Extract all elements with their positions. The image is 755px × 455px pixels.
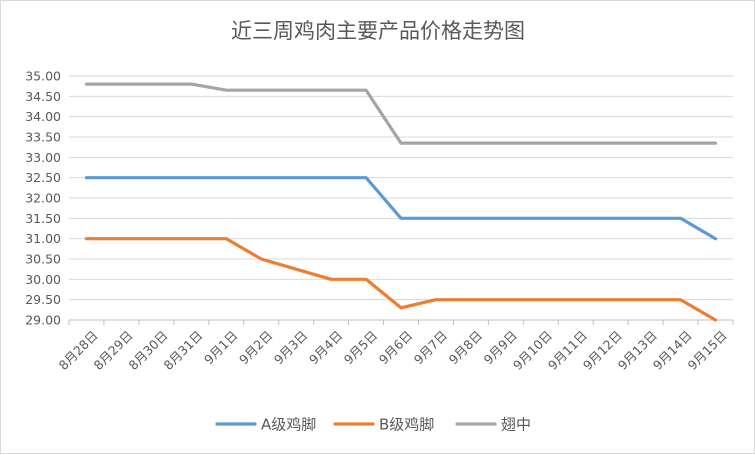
x-tick-label: 9月2日 — [236, 328, 276, 368]
y-tick-label: 29.50 — [25, 292, 61, 307]
x-axis — [68, 319, 734, 325]
y-tick-label: 34.00 — [25, 109, 61, 124]
y-tick-label: 30.00 — [25, 272, 61, 287]
y-tick-label: 35.00 — [25, 69, 61, 84]
x-axis-ticks: 8月28日8月29日8月30日8月31日9月1日9月2日9月3日9月4日9月5日… — [56, 328, 730, 373]
x-tick-label: 8月31日 — [160, 328, 205, 373]
x-tick-label: 9月3日 — [271, 328, 311, 368]
x-tick-label: 9月5日 — [341, 328, 381, 368]
series-line-3 — [84, 82, 718, 145]
legend: A级鸡脚 B级鸡脚 翅中 — [215, 416, 531, 434]
legend-label-2: B级鸡脚 — [379, 416, 434, 434]
x-tick-label: 9月1日 — [201, 328, 241, 368]
gridlines — [69, 75, 733, 301]
x-tick-label: 9月4日 — [306, 328, 346, 368]
y-tick-label: 29.00 — [25, 313, 61, 328]
x-tick-label: 9月8日 — [446, 328, 486, 368]
y-tick-label: 31.00 — [25, 231, 61, 246]
y-tick-label: 32.50 — [25, 170, 61, 185]
legend-label-3: 翅中 — [501, 416, 531, 434]
x-tick-label: 9月7日 — [411, 328, 451, 368]
legend-label-1: A级鸡脚 — [261, 416, 316, 434]
y-tick-label: 33.50 — [25, 130, 61, 145]
y-tick-label: 31.50 — [25, 211, 61, 226]
y-tick-label: 32.00 — [25, 191, 61, 206]
series-line-1 — [84, 176, 718, 241]
series-line-2 — [84, 237, 718, 322]
series-lines — [84, 82, 718, 322]
x-tick-label: 9月6日 — [376, 328, 416, 368]
y-tick-label: 34.50 — [25, 89, 61, 104]
chart-title: 近三周鸡肉主要产品价格走势图 — [231, 19, 525, 43]
x-tick-label: 9月15日 — [685, 328, 730, 373]
y-tick-label: 30.50 — [25, 252, 61, 267]
y-tick-label: 33.00 — [25, 150, 61, 165]
y-axis-ticks: 29.00 29.50 30.00 30.50 31.00 31.50 32.00 32.50… — [25, 69, 61, 328]
